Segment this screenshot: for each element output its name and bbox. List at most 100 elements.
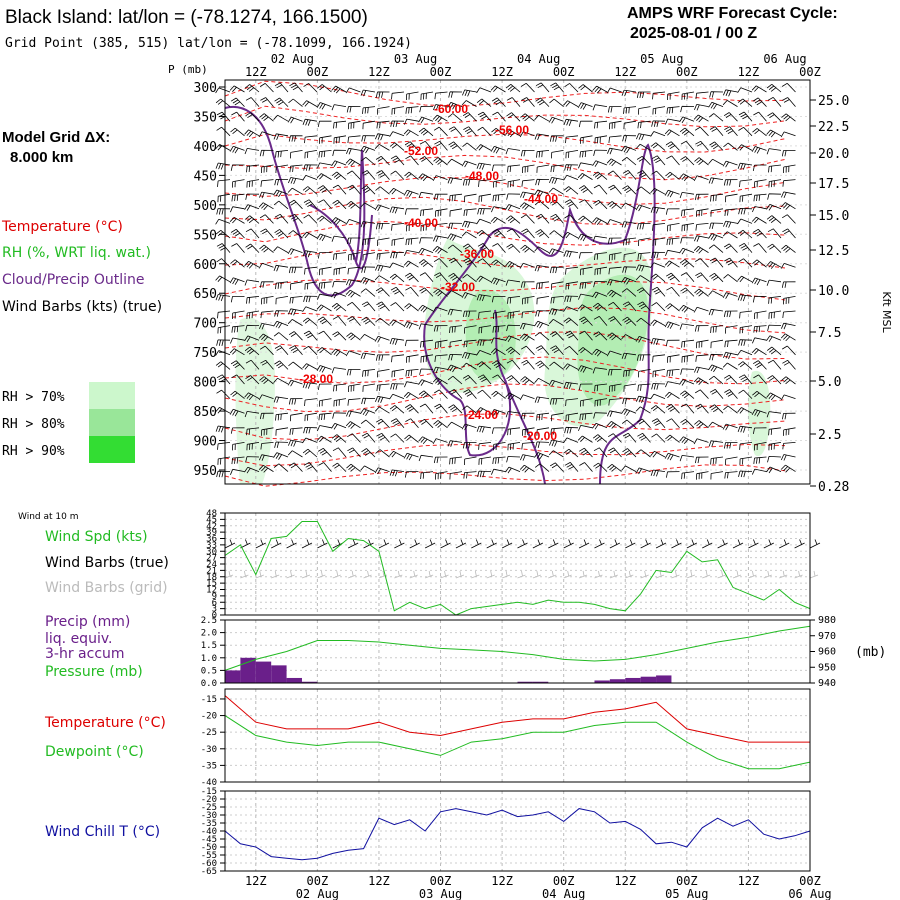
wind-barb: [737, 144, 753, 151]
wind-barb: [391, 91, 405, 100]
wind-barb: [592, 422, 608, 430]
temperature-contour: [224, 331, 786, 360]
wind-barb: [261, 164, 274, 174]
wind-barb: [389, 273, 405, 283]
wind-barb: [666, 418, 680, 429]
wind-barb: [289, 427, 303, 435]
dewpoint-label: Dewpoint (°C): [45, 744, 144, 760]
wind-barb: [476, 87, 492, 94]
wind-barb: [289, 213, 303, 224]
cross-section-grid: [225, 80, 810, 484]
wind-barb: [520, 191, 535, 199]
wind-barb: [274, 345, 289, 356]
height-tick-label: 20.0: [818, 147, 849, 162]
wind-barb: [696, 208, 709, 217]
wind-barb: [246, 179, 260, 188]
temperature-contour: [224, 464, 786, 487]
precip-bar: [609, 679, 626, 683]
precip-bar: [271, 665, 287, 683]
wind-barb: [244, 84, 260, 93]
wind-barb: [592, 171, 608, 180]
wind-barb: [360, 145, 376, 154]
temperature-contour-label: -28.00: [299, 372, 333, 386]
wind-barb: [650, 319, 666, 326]
y-tick-label: -50: [201, 843, 217, 853]
wind-barb: [592, 85, 608, 94]
wind-barb: [782, 310, 796, 319]
wind-barb: [419, 272, 434, 283]
hour-tick-label: 12Z: [245, 874, 267, 888]
wind-barb: [274, 360, 289, 370]
wind-barb: [695, 354, 709, 362]
wind-barb: [693, 438, 709, 445]
wind-barb: [577, 173, 593, 180]
wind-barb: [274, 229, 289, 239]
wind-barb: [768, 442, 782, 451]
wind-barb: [722, 292, 738, 299]
cloud-outline-path: [504, 379, 546, 485]
wind-barb: [754, 442, 767, 451]
wind-barb: [607, 237, 622, 244]
wind-barb: [331, 367, 347, 374]
wind-barb: [506, 324, 521, 332]
y-tick-label: 2.5: [201, 616, 217, 626]
wind-barb: [534, 133, 550, 141]
wind-barb: [273, 246, 289, 253]
wind-barb: [418, 191, 434, 199]
wind-barb: [549, 199, 564, 210]
wind-barb: [651, 286, 666, 297]
wind-barb: [317, 120, 332, 128]
wind-barb: [463, 471, 477, 479]
wind-barb: [389, 393, 405, 400]
wind-barb: [722, 423, 738, 431]
wind-barb: [420, 208, 434, 217]
wind-barb: [258, 262, 274, 269]
wind-barb: [360, 419, 376, 429]
wind-barb: [490, 216, 506, 224]
wind-barb: [448, 272, 463, 283]
height-tick-label: 2.5: [818, 428, 841, 443]
y-tick-label: 33: [206, 541, 217, 551]
wind-barb: [621, 352, 637, 360]
wind-barb: [679, 304, 695, 313]
wind-barb: [679, 436, 695, 445]
wind-barb: [506, 375, 521, 385]
wind-barb: [505, 261, 521, 269]
wind-barb: [493, 310, 506, 320]
wind-barb: [708, 364, 724, 373]
wind-barb: [665, 118, 680, 125]
wind-barb: [725, 456, 738, 466]
wind-barb-grid: [655, 570, 665, 579]
wind-barb: [621, 419, 637, 429]
wind-barb: [520, 150, 535, 157]
wind-barb: [361, 448, 376, 458]
wind-barb: [390, 302, 405, 312]
wind-barb: [317, 447, 332, 458]
wind-barb: [273, 463, 289, 472]
wind-barb: [302, 186, 318, 195]
wind-barb: [462, 243, 477, 253]
wind-barb: [433, 126, 448, 137]
wind-barb: [636, 287, 651, 297]
wind-barb-grid: [317, 570, 326, 579]
wind-barb: [405, 237, 419, 246]
wind-barb: [389, 142, 405, 151]
wind-barb: [519, 464, 535, 473]
wind-barbs-field: [215, 82, 796, 480]
wind-barb: [215, 407, 231, 414]
page-title: Black Island: lat/lon = (-78.1274, 166.1…: [5, 7, 368, 28]
wind-barb: [361, 316, 376, 326]
wind-barb: [216, 208, 231, 215]
wind-barb: [723, 243, 738, 253]
wind-barb: [709, 353, 724, 361]
temperature-label: Temperature (°C): [44, 715, 166, 731]
wind-barb: [722, 362, 738, 370]
wind-barb-true: [286, 539, 297, 549]
wind-barb: [636, 223, 651, 230]
wind-barb: [766, 279, 782, 286]
wind-barbs-true-row: [224, 539, 821, 549]
wind-barb: [636, 155, 651, 166]
wind-barb: [491, 97, 506, 107]
wind-barb: [725, 193, 738, 203]
